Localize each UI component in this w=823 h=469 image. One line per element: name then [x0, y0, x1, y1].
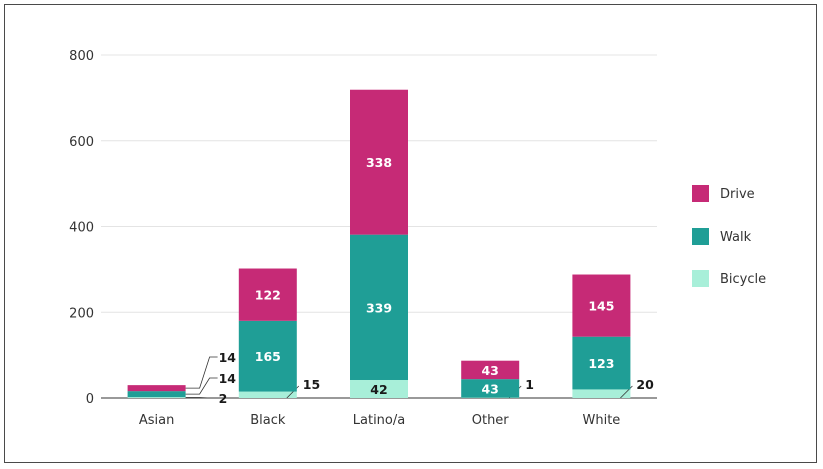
bar-drive	[461, 360, 520, 380]
data-label: 165	[255, 349, 281, 364]
bar-walk	[127, 391, 186, 398]
data-label: 14	[219, 350, 237, 365]
bar-walk	[238, 320, 297, 392]
bar-drive	[350, 89, 408, 235]
data-label: 339	[366, 300, 392, 315]
bar-bicycle	[572, 389, 631, 398]
legend-label: Drive	[720, 187, 755, 202]
data-label: 123	[588, 356, 614, 371]
legend-label: Walk	[720, 230, 752, 245]
callout-line	[185, 356, 218, 389]
y-tick-label: 200	[69, 306, 94, 321]
data-label: 43	[481, 381, 498, 396]
bar-walk	[572, 336, 631, 390]
data-label: 122	[255, 288, 281, 303]
data-label: 338	[366, 155, 392, 170]
bar-drive	[238, 268, 297, 321]
chart-frame: 0 200 400 600 800 2 14 14 Asian 15 165 122 Black 42 33…	[4, 4, 817, 463]
legend-swatch	[692, 185, 709, 202]
x-tick-label: White	[582, 413, 620, 428]
data-label: 14	[219, 371, 237, 386]
x-tick-label: Other	[472, 413, 510, 428]
y-tick-label: 400	[69, 221, 94, 236]
data-label: 43	[481, 363, 498, 378]
data-label: 2	[219, 391, 228, 406]
data-label: 145	[588, 299, 614, 314]
x-tick-label: Latino/a	[353, 413, 405, 428]
x-tick-label: Asian	[139, 413, 174, 428]
bar-bicycle	[127, 397, 186, 398]
bar-bicycle	[238, 391, 297, 398]
callout-line	[185, 377, 218, 395]
y-tick-label: 0	[86, 392, 94, 407]
bar-walk	[461, 379, 520, 398]
bar-walk	[350, 234, 408, 380]
data-label: 15	[303, 377, 320, 392]
bar-drive	[572, 274, 631, 337]
stacked-bar-chart: 0 200 400 600 800 2 14 14 Asian 15 165 122 Black 42 33…	[69, 49, 766, 428]
legend-swatch	[692, 270, 709, 287]
bar-bicycle	[350, 379, 408, 398]
legend-label: Bicycle	[720, 272, 766, 287]
x-tick-label: Black	[250, 413, 286, 428]
data-label: 42	[370, 382, 387, 397]
legend-swatch	[692, 228, 709, 245]
data-label: 1	[525, 377, 534, 392]
y-tick-label: 600	[69, 135, 94, 150]
data-label: 20	[636, 377, 654, 392]
bar-drive	[127, 385, 186, 392]
y-tick-label: 800	[69, 49, 94, 64]
